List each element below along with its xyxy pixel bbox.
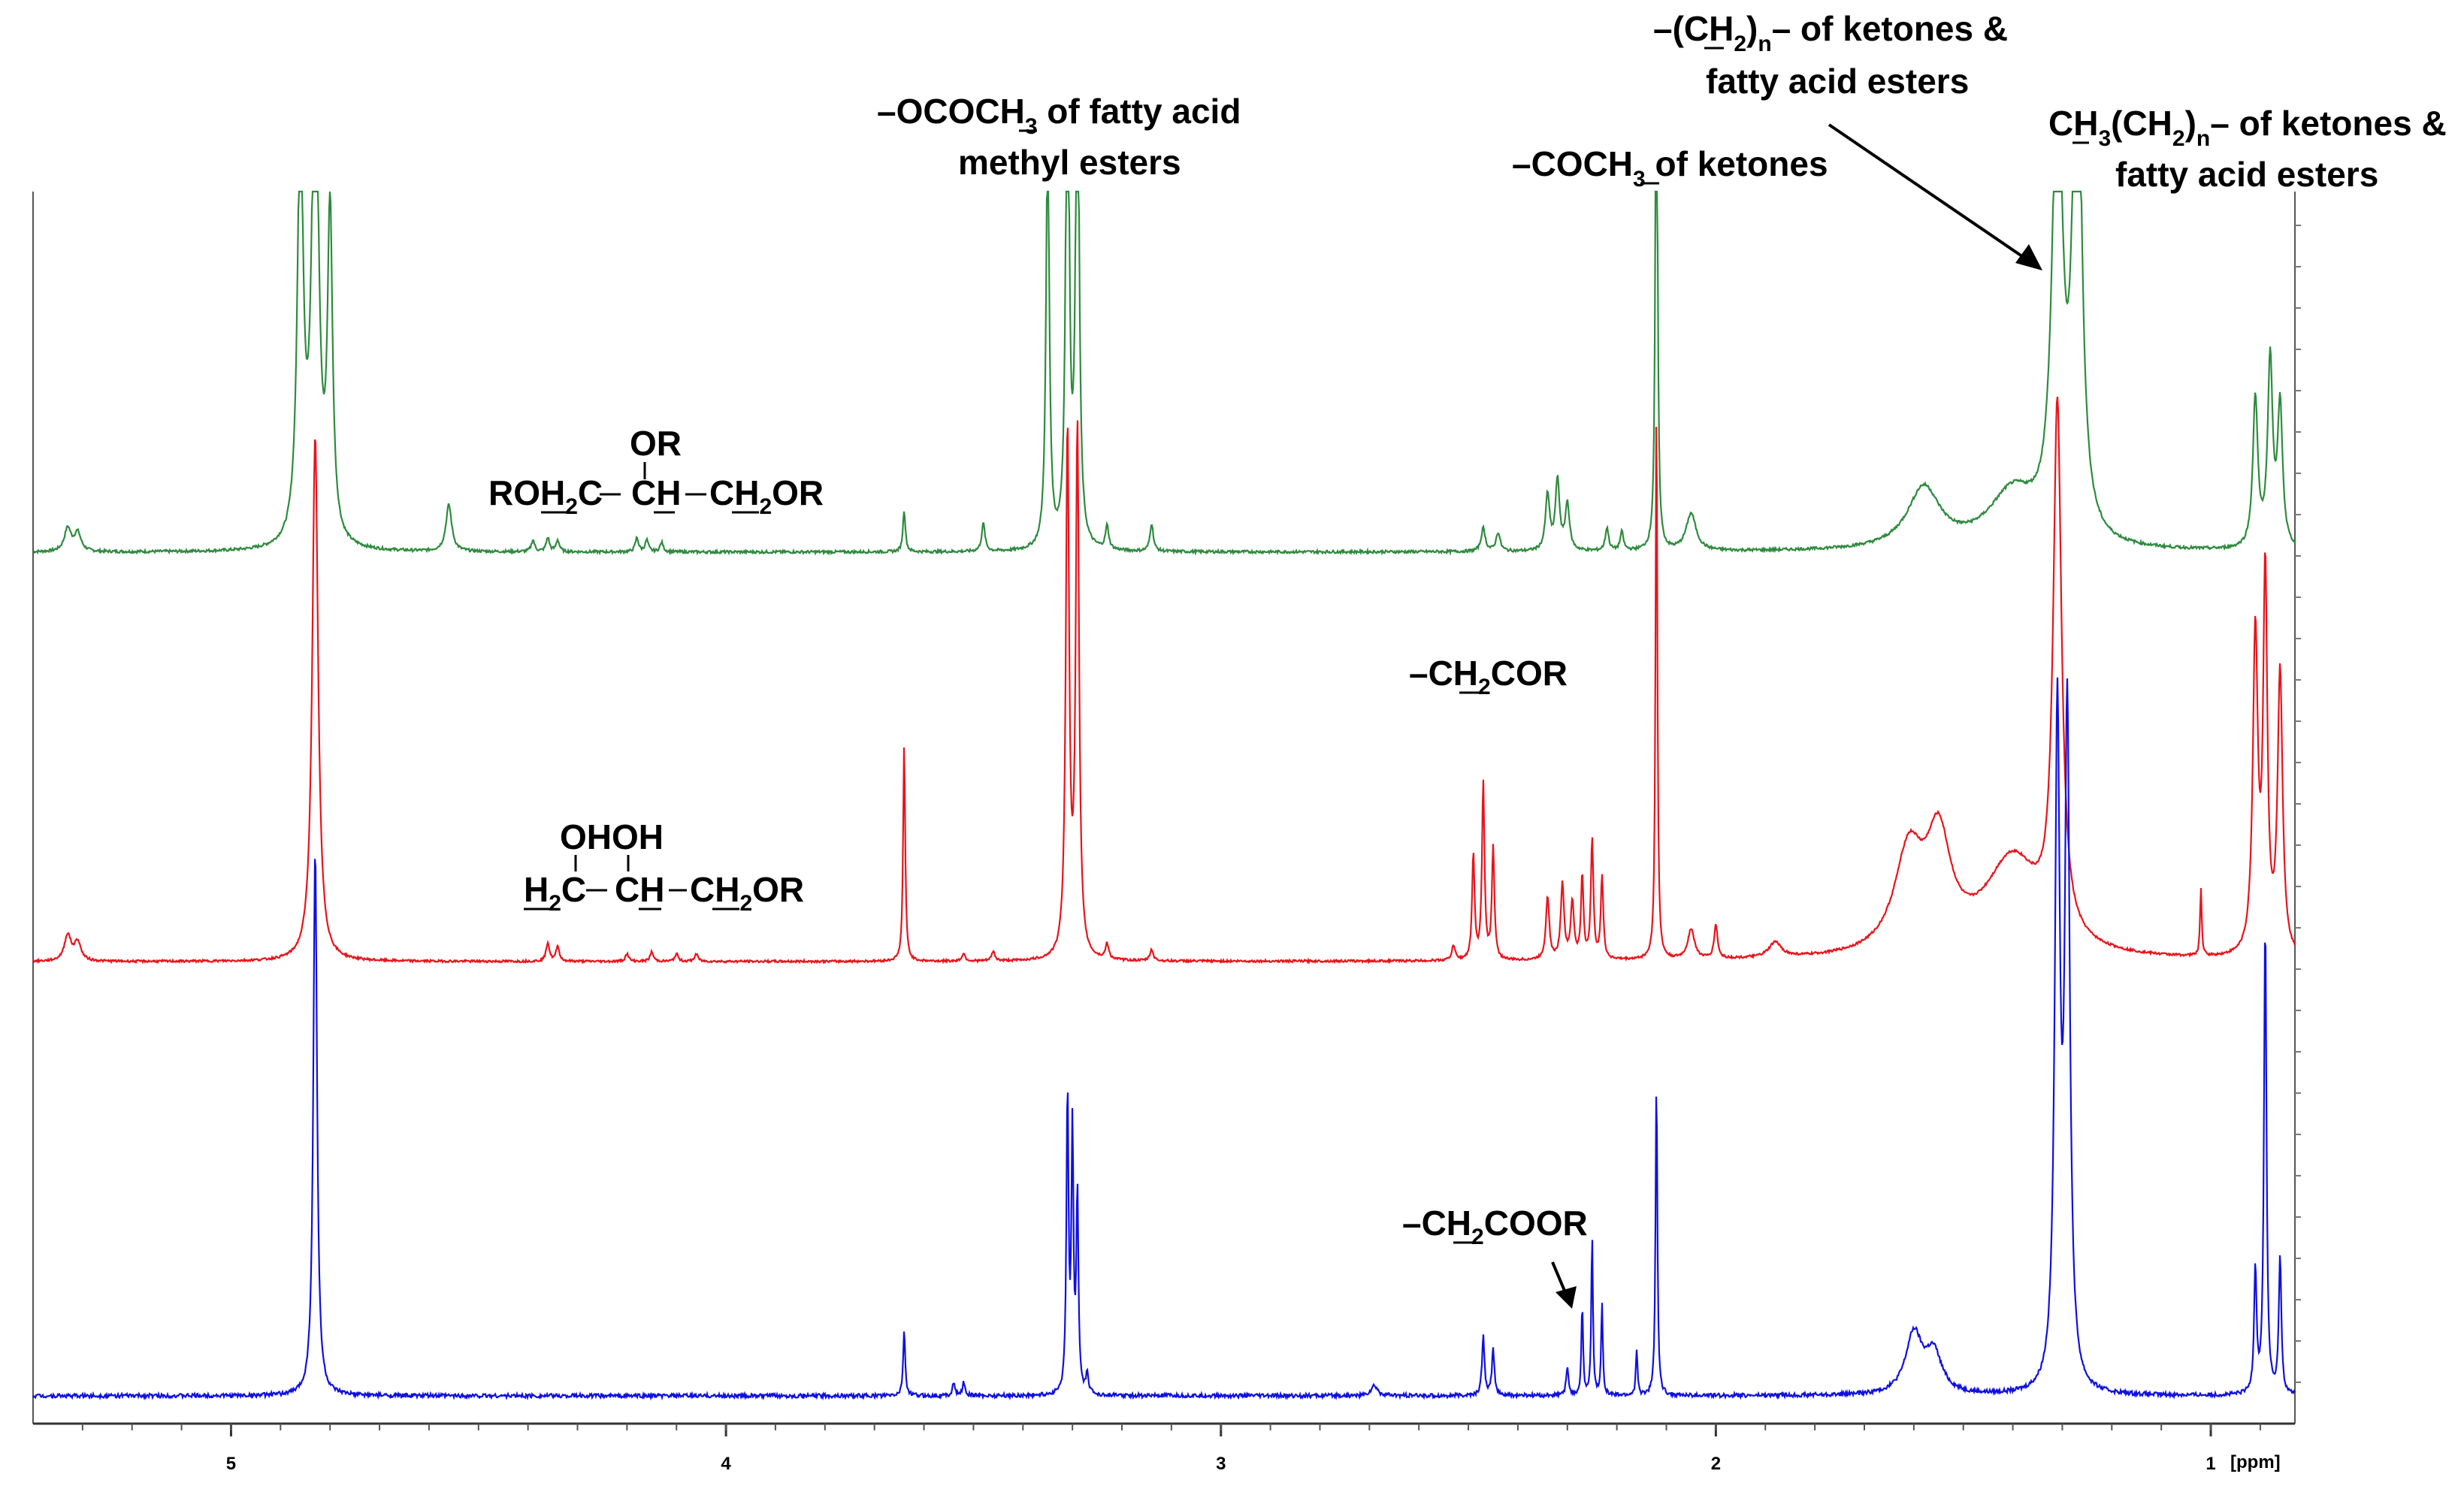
annotation-tag-structure: OR ROH2C CH CH2OR [488, 424, 824, 519]
arrow-ch2n [1828, 123, 2033, 264]
svg-text:CH: CH [631, 473, 681, 512]
svg-text:CH3(CH2)n– of ketones &: CH3(CH2)n– of ketones & [2048, 104, 2447, 151]
annotation-dag-structure: OHOH H2C CH CH2OR [524, 817, 804, 916]
svg-text:fatty acid esters: fatty acid esters [1706, 62, 1969, 101]
svg-text:CH2OR: CH2OR [690, 870, 804, 916]
spectrum-trace-1 [32, 190, 2296, 556]
x-tick-label: 3 [1216, 1454, 1226, 1474]
x-axis-label: [ppm] [2230, 1452, 2281, 1472]
x-tick-label: 5 [226, 1454, 236, 1474]
annotation-ch2coor: –CH2COOR [1402, 1204, 1588, 1309]
spectrum-trace-3 [32, 677, 2296, 1401]
arrowhead-ch2n [2015, 244, 2042, 270]
x-tick-label: 2 [1711, 1454, 1721, 1474]
annotation-coch3: –COCH3 of ketones [1512, 144, 1828, 192]
svg-text:–(CH2)n– of ketones &: –(CH2)n– of ketones & [1653, 9, 2008, 56]
svg-text:methyl esters: methyl esters [958, 143, 1181, 182]
svg-text:–CH2COOR: –CH2COOR [1402, 1204, 1588, 1249]
svg-text:–OCOCH3 of fatty acid: –OCOCH3 of fatty acid [877, 92, 1241, 139]
svg-text:OR: OR [630, 424, 682, 463]
spectra [32, 190, 2296, 1401]
annotation-ococh3: –OCOCH3 of fatty acid methyl esters [877, 92, 1241, 182]
svg-text:fatty acid esters: fatty acid esters [2115, 155, 2378, 194]
svg-text:ROH2C: ROH2C [488, 473, 603, 519]
annotation-ch3: CH3(CH2)n– of ketones & fatty acid ester… [2048, 104, 2447, 194]
svg-text:OHOH: OHOH [560, 817, 664, 856]
arrowhead-ch2coor [1555, 1286, 1577, 1309]
annotation-ch2cor: –CH2COR [1409, 654, 1568, 699]
x-ticks: 5 4 3 2 1 [81, 1424, 2261, 1474]
x-tick-label: 1 [2206, 1454, 2215, 1474]
svg-text:CH: CH [615, 870, 664, 909]
x-tick-label: 4 [721, 1454, 731, 1474]
spectrum-trace-2 [32, 396, 2296, 965]
svg-text:H2C: H2C [524, 870, 586, 916]
svg-text:CH2OR: CH2OR [709, 473, 824, 519]
svg-text:–CH2COR: –CH2COR [1409, 654, 1568, 699]
annotation-ch2n: –(CH2)n– of ketones & fatty acid esters [1653, 9, 2042, 270]
svg-text:–COCH3 of ketones: –COCH3 of ketones [1512, 144, 1828, 192]
right-ticks [2295, 225, 2301, 1383]
